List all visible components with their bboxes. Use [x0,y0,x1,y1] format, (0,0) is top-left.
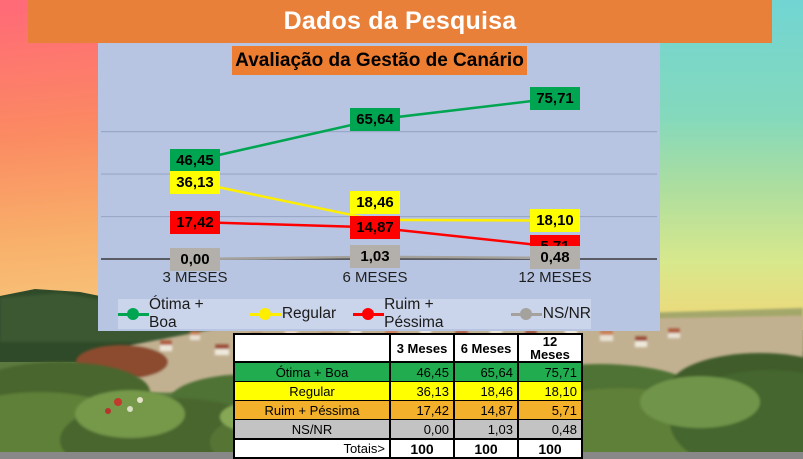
totals-label: Totais> [233,438,391,459]
legend-label: Regular [281,305,337,322]
line-marker-icon [249,307,281,321]
row-label: Ótima + Boa [233,361,391,382]
data-label-Ótima + Boa-6 MESES: 65,64 [350,108,400,132]
x-tick-3 MESES: 3 MESES [162,269,228,286]
slide-title: Dados da Pesquisa [283,7,517,35]
table-row-totals: Totais> 100 100 100 [233,438,583,459]
row-value: 75,71 [517,361,583,382]
row-value: 36,13 [389,381,455,401]
data-label-Ruim + Péssima-3 MESES: 17,42 [170,210,220,234]
data-label-Ótima + Boa-12 MESES: 75,71 [530,86,580,110]
legend-item-ruim-pessima: Ruim + Péssima [353,296,494,332]
row-label: Regular [233,381,391,401]
row-value: 14,87 [453,400,519,420]
legend-label: NS/NR [542,305,591,322]
data-label-Regular-12 MESES: 18,10 [530,209,580,233]
table-row-NS/NR: NS/NR 0,00 1,03 0,48 [233,419,583,440]
line-marker-icon [510,307,542,321]
totals-value: 100 [453,438,519,459]
x-tick-12 MESES: 12 MESES [518,269,592,286]
legend-item-regular: Regular [249,305,337,323]
table-row-Ruim + Péssima: Ruim + Péssima 17,42 14,87 5,71 [233,400,583,420]
summary-table-body: Ótima + Boa 46,45 65,64 75,71 Regular 36,13 18… [233,361,583,459]
row-value: 1,03 [453,419,519,440]
row-value: 17,42 [389,400,455,420]
table-corner-cell [233,333,391,363]
line-marker-icon [353,307,385,321]
table-row-Ótima + Boa: Ótima + Boa 46,45 65,64 75,71 [233,361,583,382]
line-marker-icon [118,307,149,321]
table-col-header-12 Meses: 12 Meses [517,333,583,363]
legend-item-nsnr: NS/NR [510,305,591,323]
row-label: NS/NR [233,419,391,440]
data-label-NS/NR-12 MESES: 0,48 [530,246,580,270]
summary-table: 3 Meses 6 Meses 12 Meses Ótima + Boa 46,45 6… [233,333,583,459]
row-value: 18,10 [517,381,583,401]
table-col-header-6 Meses: 6 Meses [453,333,519,363]
data-label-Ruim + Péssima-6 MESES: 14,87 [350,215,400,239]
row-value: 65,64 [453,361,519,382]
totals-value: 100 [389,438,455,459]
row-label: Ruim + Péssima [233,400,391,420]
totals-value: 100 [517,438,583,459]
data-label-Ótima + Boa-3 MESES: 46,45 [170,148,220,172]
row-value: 0,00 [389,419,455,440]
row-value: 5,71 [517,400,583,420]
summary-table-head: 3 Meses 6 Meses 12 Meses [233,333,583,363]
row-value: 46,45 [389,361,455,382]
row-value: 0,48 [517,419,583,440]
legend-item-otima-boa: Ótima + Boa [118,296,233,332]
x-tick-6 MESES: 6 MESES [342,269,408,286]
table-col-header-3 Meses: 3 Meses [389,333,455,363]
row-value: 18,46 [453,381,519,401]
data-label-Regular-3 MESES: 36,13 [170,170,220,194]
data-label-Regular-6 MESES: 18,46 [350,191,400,215]
data-label-NS/NR-6 MESES: 1,03 [350,245,400,269]
chart-panel: Avaliação da Gestão de Canário 46,45 65,6… [98,43,660,331]
chart-legend: Ótima + Boa Regular Ruim + Péssima NS/NR [118,296,591,332]
legend-label: Ótima + Boa [149,296,204,331]
legend-label: Ruim + Péssima [384,296,444,331]
header-bar: Dados da Pesquisa [28,0,772,43]
chart-title: Avaliação da Gestão de Canário [232,46,527,75]
table-row-Regular: Regular 36,13 18,46 18,10 [233,381,583,401]
data-label-NS/NR-3 MESES: 0,00 [170,247,220,271]
flowers [105,397,143,414]
